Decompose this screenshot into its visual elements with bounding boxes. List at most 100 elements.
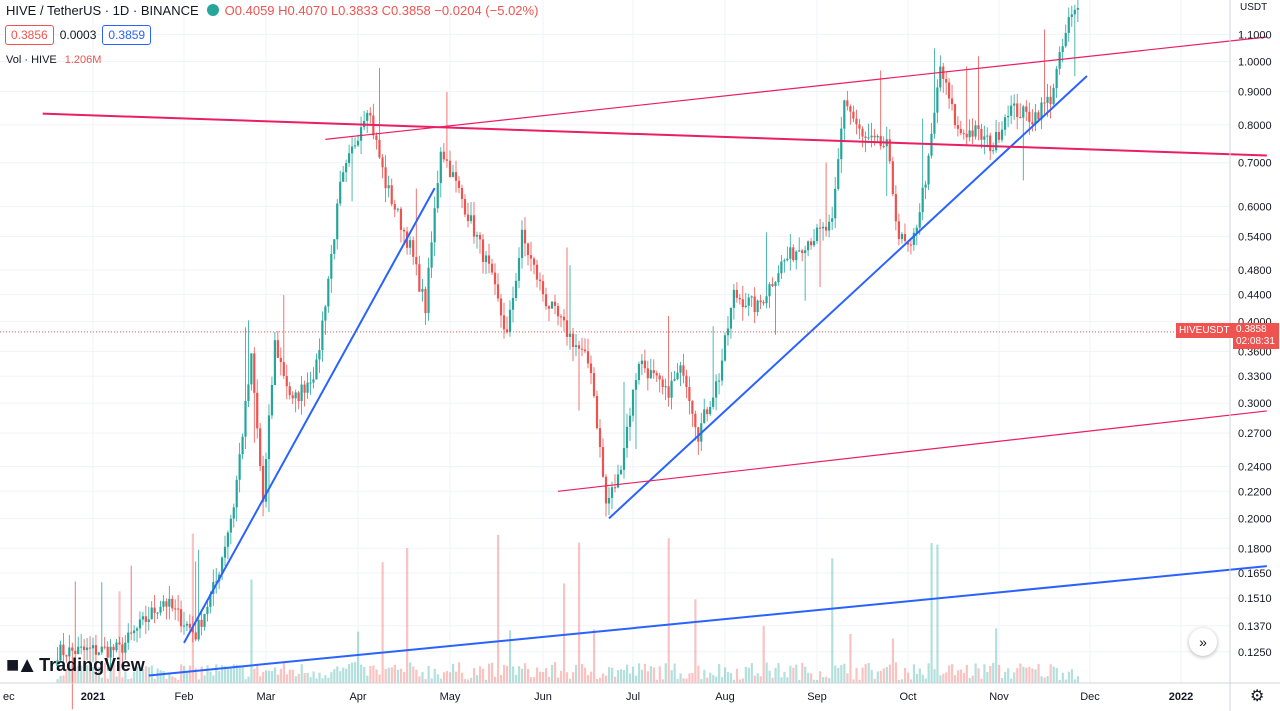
symbol-title[interactable]: HIVE / TetherUS · 1D · BINANCE (6, 3, 199, 18)
candle-body (80, 646, 83, 648)
candle-body (412, 240, 415, 257)
candle-body (1000, 129, 1004, 140)
price-tick-label: 0.4400 (1238, 290, 1272, 302)
volume-bar (165, 678, 168, 683)
volume-bar (433, 668, 436, 683)
volume-bar (682, 678, 685, 683)
price-tick-label: 0.3600 (1238, 346, 1272, 358)
candle-body (950, 98, 954, 105)
volume-bar (479, 666, 482, 683)
sell-button[interactable]: 0.3856 (5, 25, 54, 45)
gear-icon[interactable]: ⚙ (1250, 688, 1265, 705)
scroll-to-realtime-button[interactable]: » (1189, 628, 1217, 656)
volume-bar (608, 667, 611, 683)
candle-body (339, 181, 342, 204)
candle-body (165, 601, 168, 607)
volume-bar (342, 667, 345, 683)
last-price-tag: 0.3858 02:08:31 (1233, 323, 1279, 349)
candle-body (1052, 87, 1055, 105)
volume-bar (661, 679, 664, 683)
volume-bar (572, 672, 575, 683)
volume-bar (741, 678, 745, 683)
candle-body (177, 608, 180, 610)
candle-body (759, 300, 762, 303)
price-tick-label: 0.6000 (1238, 201, 1272, 213)
volume-bar (620, 669, 623, 683)
candle-body (276, 340, 279, 358)
candle-body (628, 415, 632, 427)
volume-bar (825, 676, 828, 683)
volume-bar (536, 667, 539, 683)
candle-body (1037, 112, 1040, 120)
candle-body (520, 229, 524, 258)
candle-body (345, 163, 348, 173)
volume-bar (810, 673, 813, 683)
volume-bar (816, 679, 819, 683)
volume-bar (849, 633, 852, 683)
volume-bar (1043, 677, 1046, 683)
candle-body (694, 413, 697, 428)
candle-body (291, 395, 294, 399)
candle-body (366, 112, 369, 121)
volume-bar (897, 679, 901, 683)
open-value: O0.4059 (224, 3, 275, 18)
candle-body (953, 104, 957, 126)
candle-body (168, 598, 171, 607)
volume-bar (891, 638, 895, 683)
volume-bar (843, 663, 846, 683)
volume-bar (611, 667, 614, 683)
candle-body (795, 251, 798, 261)
double-chevron-right-icon: » (1199, 634, 1207, 650)
candle-body (631, 389, 635, 416)
candle-body (646, 368, 649, 379)
volume-bar (584, 667, 587, 683)
candle-body (688, 387, 691, 402)
volume-label[interactable]: Vol · HIVE (6, 54, 57, 66)
spread-value: 0.0003 (59, 28, 97, 42)
candle-body (68, 647, 71, 657)
volume-bar (89, 664, 92, 683)
volume-bar (115, 676, 118, 683)
volume-bar (545, 668, 548, 683)
candle-body (220, 557, 224, 575)
candle-body (402, 229, 406, 232)
candle-body (571, 333, 575, 347)
volume-bar (348, 663, 351, 683)
volume-bar (285, 674, 288, 683)
price-tick-label: 0.4800 (1238, 265, 1272, 277)
candle-body (241, 436, 244, 455)
volume-bar (956, 670, 960, 683)
candle-body (182, 625, 186, 627)
volume-bar (238, 665, 241, 683)
candle-body (508, 309, 512, 333)
volume-bar (852, 679, 855, 683)
volume-bar (539, 671, 542, 683)
volume-bar (629, 673, 632, 683)
volume-bar (68, 665, 71, 683)
volume-bar (418, 676, 421, 683)
candle-body (478, 234, 482, 240)
candle-body (206, 606, 209, 614)
candle-body (783, 260, 786, 262)
volume-bar (138, 667, 142, 683)
price-tick-label: 0.7000 (1238, 158, 1272, 170)
volume-bar (700, 679, 703, 683)
tradingview-logo[interactable]: ■▲ TradingView (6, 652, 145, 678)
volume-bar (267, 670, 271, 683)
volume-bar (921, 674, 924, 683)
candle-body (303, 384, 306, 393)
buy-button[interactable]: 0.3859 (102, 25, 152, 45)
volume-bar (473, 668, 476, 683)
volume-bar (643, 663, 647, 683)
time-tick-label: Feb (175, 691, 194, 703)
candle-body (664, 386, 667, 388)
candle-body (974, 125, 977, 137)
volume-bar (467, 679, 470, 683)
volume-bar (605, 675, 608, 683)
candle-body (1058, 52, 1061, 69)
candle-body (279, 357, 282, 363)
candle-body (115, 642, 118, 651)
candle-body (977, 125, 980, 130)
volume-bar (509, 630, 512, 683)
